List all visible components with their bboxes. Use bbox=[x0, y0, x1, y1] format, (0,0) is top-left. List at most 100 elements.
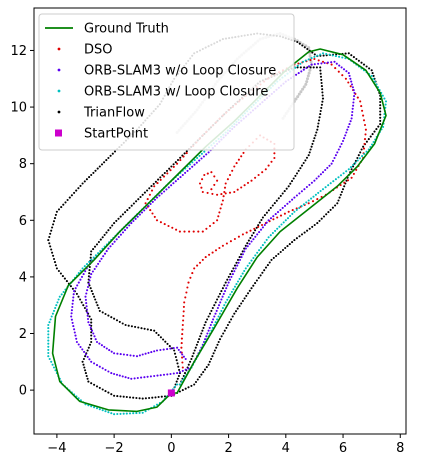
data-point bbox=[341, 74, 344, 77]
data-point bbox=[182, 319, 185, 322]
data-point bbox=[356, 96, 359, 99]
data-point bbox=[181, 333, 184, 336]
data-point bbox=[300, 164, 304, 167]
data-point bbox=[240, 155, 243, 158]
data-point bbox=[108, 349, 111, 352]
data-point bbox=[330, 63, 333, 66]
data-point bbox=[157, 178, 160, 181]
data-point bbox=[306, 47, 309, 51]
data-point bbox=[320, 85, 323, 88]
data-point bbox=[73, 191, 76, 194]
data-point bbox=[235, 283, 238, 286]
y-tick-label: 4 bbox=[19, 270, 27, 285]
data-point bbox=[214, 249, 218, 252]
data-point bbox=[271, 231, 274, 235]
data-point bbox=[86, 377, 89, 380]
data-point bbox=[84, 270, 87, 273]
data-point bbox=[75, 292, 78, 295]
data-point bbox=[341, 188, 345, 191]
data-point bbox=[313, 179, 316, 182]
data-point bbox=[184, 368, 187, 371]
data-point bbox=[321, 88, 324, 91]
data-point bbox=[95, 243, 99, 246]
data-point bbox=[283, 212, 286, 215]
data-point bbox=[293, 210, 296, 213]
data-point bbox=[243, 184, 246, 187]
data-point bbox=[241, 253, 244, 256]
data-point bbox=[349, 120, 352, 123]
data-point bbox=[113, 150, 117, 153]
data-point bbox=[143, 327, 146, 330]
data-point bbox=[240, 302, 243, 305]
data-point bbox=[217, 215, 220, 218]
data-point bbox=[306, 77, 309, 81]
data-point bbox=[98, 165, 101, 168]
data-point bbox=[313, 137, 316, 140]
data-point bbox=[90, 250, 93, 253]
data-point bbox=[229, 240, 232, 243]
data-point bbox=[147, 205, 150, 208]
data-point bbox=[365, 150, 368, 153]
data-point bbox=[156, 374, 159, 377]
data-point bbox=[77, 343, 80, 346]
data-point bbox=[147, 351, 150, 354]
data-point bbox=[153, 374, 156, 378]
data-point bbox=[52, 223, 55, 226]
data-point bbox=[308, 68, 312, 72]
data-point bbox=[73, 328, 76, 331]
data-point bbox=[93, 295, 96, 298]
data-point bbox=[276, 211, 280, 214]
data-point bbox=[339, 145, 342, 148]
data-point bbox=[52, 309, 56, 312]
data-point bbox=[208, 224, 212, 228]
data-point bbox=[229, 273, 232, 276]
data-point bbox=[336, 202, 339, 205]
data-point bbox=[344, 134, 347, 137]
data-point bbox=[250, 240, 253, 243]
data-point bbox=[241, 272, 244, 275]
data-point bbox=[210, 357, 213, 361]
data-point bbox=[99, 238, 102, 241]
data-point bbox=[288, 200, 291, 203]
data-point bbox=[267, 219, 270, 222]
data-point bbox=[85, 308, 88, 311]
data-point bbox=[320, 106, 323, 109]
data-point bbox=[187, 386, 190, 389]
data-point bbox=[379, 100, 382, 104]
legend-swatch bbox=[57, 89, 61, 93]
data-point bbox=[182, 314, 185, 318]
legend-swatch bbox=[57, 47, 61, 51]
data-point bbox=[88, 284, 91, 287]
data-point bbox=[184, 171, 187, 174]
data-point bbox=[53, 261, 57, 264]
data-point bbox=[71, 305, 74, 309]
data-point bbox=[146, 198, 149, 201]
data-point bbox=[296, 95, 300, 99]
data-point bbox=[221, 306, 224, 310]
data-point bbox=[121, 213, 124, 216]
data-point bbox=[327, 211, 330, 214]
data-point bbox=[98, 408, 101, 411]
data-point bbox=[352, 56, 355, 59]
data-point bbox=[347, 168, 350, 171]
data-point bbox=[85, 374, 88, 378]
data-point bbox=[299, 62, 302, 65]
data-point bbox=[377, 125, 380, 128]
data-point bbox=[297, 62, 300, 65]
data-point bbox=[240, 253, 243, 256]
data-point bbox=[379, 104, 382, 107]
data-point bbox=[130, 222, 133, 225]
data-point bbox=[236, 307, 239, 310]
data-point bbox=[178, 390, 181, 393]
data-point bbox=[110, 412, 113, 415]
data-point bbox=[343, 137, 346, 140]
data-point bbox=[201, 230, 204, 233]
data-point bbox=[307, 199, 310, 202]
data-point bbox=[245, 294, 248, 297]
data-point bbox=[109, 226, 112, 229]
data-point bbox=[84, 355, 87, 358]
x-axis: −4 −2 0 2 4 6 8 bbox=[47, 434, 404, 456]
data-point bbox=[51, 363, 54, 366]
data-point bbox=[181, 356, 184, 359]
data-point bbox=[224, 301, 227, 304]
